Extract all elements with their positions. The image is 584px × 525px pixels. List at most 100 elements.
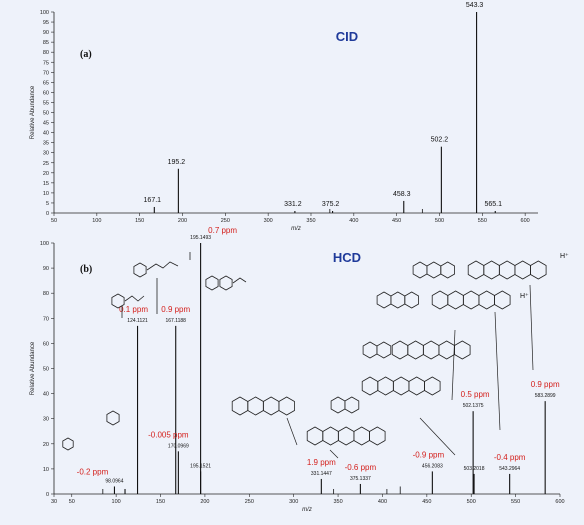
- y-tick-label: 0: [46, 492, 49, 498]
- y-tick-label: 100: [40, 241, 49, 247]
- x-tick-label: 600: [521, 218, 530, 224]
- y-axis-title: Relative Abundance: [30, 85, 36, 139]
- charge-annotation: H⁺: [520, 293, 529, 300]
- peak-label: 195.1493: [190, 235, 211, 241]
- camptothecin-ring-icon: [424, 376, 441, 396]
- y-tick-label: 60: [43, 90, 49, 96]
- ppm-annotation: -0.9 ppm: [413, 450, 445, 459]
- peak-label: 583.2899: [535, 393, 556, 399]
- y-tick-label: 80: [43, 291, 49, 297]
- ppm-annotation: 0.7 ppm: [208, 226, 237, 235]
- peak-label: 543.2964: [499, 466, 520, 472]
- y-tick-label: 30: [43, 417, 49, 423]
- ppm-annotation: -0.6 ppm: [345, 463, 377, 472]
- x-tick-label: 400: [378, 499, 387, 505]
- chain-icon: [232, 277, 247, 284]
- connector-arrow-icon: [419, 417, 456, 456]
- y-tick-label: 90: [43, 266, 49, 272]
- y-tick-label: 5: [46, 201, 49, 207]
- panel-title: HCD: [333, 250, 361, 265]
- camptothecin-ring-icon: [278, 396, 295, 416]
- ppm-annotation: 1.9 ppm: [307, 458, 336, 467]
- peak-label: 565.1: [484, 201, 502, 208]
- piperidine-ring-icon: [111, 293, 125, 309]
- x-tick-label: 100: [112, 499, 121, 505]
- peak-label: 98.0964: [105, 478, 123, 484]
- peak-label: 375.2: [322, 201, 340, 208]
- chain-icon: [124, 295, 145, 302]
- peak-label: 458.3: [393, 191, 411, 198]
- connector-arrow-icon: [286, 417, 298, 446]
- peak-label: 331.2: [284, 201, 302, 208]
- x-tick-label: 150: [135, 218, 144, 224]
- y-tick-label: 95: [43, 20, 49, 26]
- y-tick-label: 80: [43, 50, 49, 56]
- x-tick-label: 400: [349, 218, 358, 224]
- connector-arrow-icon: [329, 449, 339, 459]
- y-tick-label: 85: [43, 40, 49, 46]
- cid-panel: 0 5 10 15 20 25 30 35 40 45 50 55 60 65 70 75 80 85 90 95 10…: [30, 2, 538, 232]
- y-tick-label: 65: [43, 80, 49, 86]
- connector-arrow-icon: [494, 311, 501, 431]
- camptothecin-ring-icon: [530, 260, 547, 280]
- x-tick-label: 300: [289, 499, 298, 505]
- peak-label: 124.1121: [127, 318, 148, 324]
- peak-label: 167.1188: [165, 318, 186, 324]
- y-tick-label: 15: [43, 181, 49, 187]
- y-tick-label: 55: [43, 100, 49, 106]
- piperidine-ring-icon: [440, 261, 456, 279]
- piperidine-ring-icon: [404, 291, 420, 309]
- peak-label: 543.3: [466, 2, 484, 9]
- y-tick-label: 35: [43, 141, 49, 147]
- peak-label: 195.2: [168, 159, 186, 166]
- piperidine-ring-icon: [376, 341, 392, 359]
- x-tick-label: 150: [156, 499, 165, 505]
- peak-label: 331.1447: [311, 471, 332, 477]
- peak-label: 170.0969: [168, 443, 189, 449]
- ring-icon: [62, 437, 74, 451]
- piperidine-ring-icon: [344, 396, 360, 414]
- x-tick-label: 200: [178, 218, 187, 224]
- x-tick-label: 500: [435, 218, 444, 224]
- connector-arrow-icon: [451, 329, 456, 401]
- ppm-annotation: -0.005 ppm: [148, 430, 189, 439]
- ppm-annotation: 0.5 ppm: [461, 390, 490, 399]
- peak-label: 167.1: [144, 197, 162, 204]
- camptothecin-ring-icon: [494, 290, 511, 310]
- pyridinium-ring-icon: [106, 410, 120, 426]
- peak-label: 375.1337: [350, 476, 371, 482]
- x-axis-title: m/z: [302, 507, 312, 513]
- x-tick-label: 300: [264, 218, 273, 224]
- x-tick-label: 600: [555, 499, 564, 505]
- x-tick-label: 50: [51, 218, 57, 224]
- x-tick-label: 450: [392, 218, 401, 224]
- panel-title: CID: [336, 29, 358, 44]
- x-tick-label: 350: [333, 499, 342, 505]
- x-tick-label: 50: [69, 499, 75, 505]
- piperidine-ring-icon: [205, 275, 219, 291]
- y-tick-label: 70: [43, 316, 49, 322]
- ppm-annotation: 0.1 ppm: [119, 305, 148, 314]
- hcd-panel: 0 10 20 30 40 50 60 70 80 90 100 30 50 100 150 200 250 30…: [30, 226, 565, 513]
- x-tick-label: 500: [467, 499, 476, 505]
- y-axis-title: Relative Abundance: [30, 341, 36, 395]
- ppm-annotation: 0.9 ppm: [161, 305, 190, 314]
- piperidine-ring-icon: [219, 275, 233, 291]
- y-tick-label: 90: [43, 30, 49, 36]
- x-tick-label: 350: [306, 218, 315, 224]
- chain-icon: [146, 261, 179, 271]
- peak-label: 456.2083: [422, 463, 443, 469]
- y-tick-label: 60: [43, 341, 49, 347]
- peak-label: 502.2: [431, 137, 449, 144]
- x-tick-label: 30: [51, 499, 57, 505]
- peak-label: 502.1375: [463, 403, 484, 409]
- connector-arrow-icon: [529, 284, 534, 371]
- ppm-annotation: 0.9 ppm: [531, 380, 560, 389]
- y-tick-label: 45: [43, 121, 49, 127]
- y-tick-label: 20: [43, 442, 49, 448]
- panel-letter: (b): [80, 264, 92, 275]
- y-tick-label: 40: [43, 131, 49, 137]
- y-tick-label: 70: [43, 70, 49, 76]
- chemical-structures: H⁺ H⁺: [62, 252, 569, 459]
